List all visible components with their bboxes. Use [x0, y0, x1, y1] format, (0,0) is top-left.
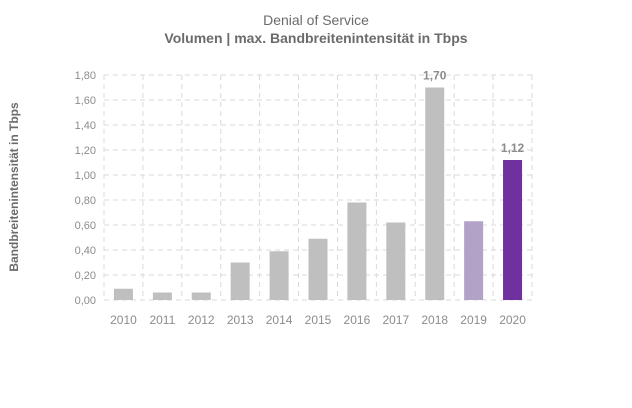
- y-tick-label: 1,40: [75, 120, 96, 132]
- bar-2017: [386, 222, 406, 300]
- y-tick-label: 0,00: [75, 295, 96, 307]
- grid: [103, 74, 533, 301]
- bar-2019: [464, 221, 484, 300]
- y-tick-label: 0,20: [75, 270, 96, 282]
- bar-2010: [113, 288, 133, 300]
- bar-2018: [425, 87, 445, 300]
- y-axis-label: Bandbreitenintensität in Tbps: [7, 102, 21, 272]
- x-tick-label: 2020: [499, 313, 526, 327]
- bar-2011: [152, 292, 172, 300]
- data-label-2020: 1,12: [501, 141, 525, 155]
- chart-subtitle: Volumen | max. Bandbreitenintensität in …: [164, 30, 467, 46]
- x-tick-label: 2019: [460, 313, 487, 327]
- chart-title: Denial of Service: [263, 12, 369, 28]
- y-tick-label: 1,20: [75, 145, 96, 157]
- data-labels: 1,70 1,12: [423, 69, 524, 156]
- data-label-2018: 1,70: [423, 69, 447, 83]
- y-axis-ticks: 0,00 0,20 0,40 0,60 0,80 1,00 1,20 1,40 1,60 1,80: [75, 70, 96, 307]
- bar-2013: [230, 262, 250, 300]
- x-tick-label: 2017: [382, 313, 409, 327]
- x-tick-label: 2018: [421, 313, 448, 327]
- bar-2020: [503, 160, 523, 300]
- x-axis-ticks: 2010 2011 2012 2013 2014 2015 2016 2017 2018 2019…: [110, 313, 526, 327]
- x-tick-label: 2013: [227, 313, 254, 327]
- bar-2016: [347, 202, 367, 300]
- x-tick-label: 2015: [305, 313, 332, 327]
- x-tick-label: 2010: [110, 313, 137, 327]
- y-tick-label: 0,80: [75, 195, 96, 207]
- bar-2012: [191, 292, 211, 300]
- y-tick-label: 1,60: [75, 95, 96, 107]
- bar-2014: [269, 251, 289, 300]
- y-tick-label: 0,60: [75, 220, 96, 232]
- bar-2015: [308, 238, 328, 300]
- bars: [113, 87, 523, 300]
- y-tick-label: 0,40: [75, 245, 96, 257]
- x-tick-label: 2014: [266, 313, 293, 327]
- x-tick-label: 2012: [188, 313, 215, 327]
- x-tick-label: 2011: [149, 313, 175, 327]
- x-tick-label: 2016: [344, 313, 371, 327]
- y-tick-label: 1,80: [75, 70, 96, 82]
- y-tick-label: 1,00: [75, 170, 96, 182]
